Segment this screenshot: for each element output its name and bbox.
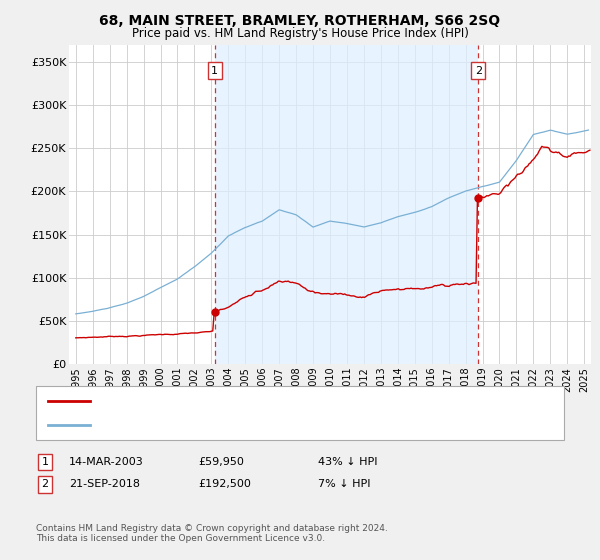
Text: £192,500: £192,500 — [198, 479, 251, 489]
Text: 68, MAIN STREET, BRAMLEY, ROTHERHAM, S66 2SQ: 68, MAIN STREET, BRAMLEY, ROTHERHAM, S66… — [100, 14, 500, 28]
Text: 21-SEP-2018: 21-SEP-2018 — [69, 479, 140, 489]
Text: Price paid vs. HM Land Registry's House Price Index (HPI): Price paid vs. HM Land Registry's House … — [131, 27, 469, 40]
Text: Contains HM Land Registry data © Crown copyright and database right 2024.
This d: Contains HM Land Registry data © Crown c… — [36, 524, 388, 543]
Text: 1: 1 — [41, 457, 49, 467]
Text: HPI: Average price, detached house, Rotherham: HPI: Average price, detached house, Roth… — [96, 419, 346, 430]
Text: 68, MAIN STREET, BRAMLEY, ROTHERHAM, S66 2SQ (detached house): 68, MAIN STREET, BRAMLEY, ROTHERHAM, S66… — [96, 396, 460, 407]
Text: 2: 2 — [475, 66, 482, 76]
Text: 43% ↓ HPI: 43% ↓ HPI — [318, 457, 377, 467]
Text: 7% ↓ HPI: 7% ↓ HPI — [318, 479, 371, 489]
Bar — [215, 45, 478, 364]
Text: 14-MAR-2003: 14-MAR-2003 — [69, 457, 144, 467]
Text: 1: 1 — [211, 66, 218, 76]
Text: £59,950: £59,950 — [198, 457, 244, 467]
Text: 2: 2 — [41, 479, 49, 489]
